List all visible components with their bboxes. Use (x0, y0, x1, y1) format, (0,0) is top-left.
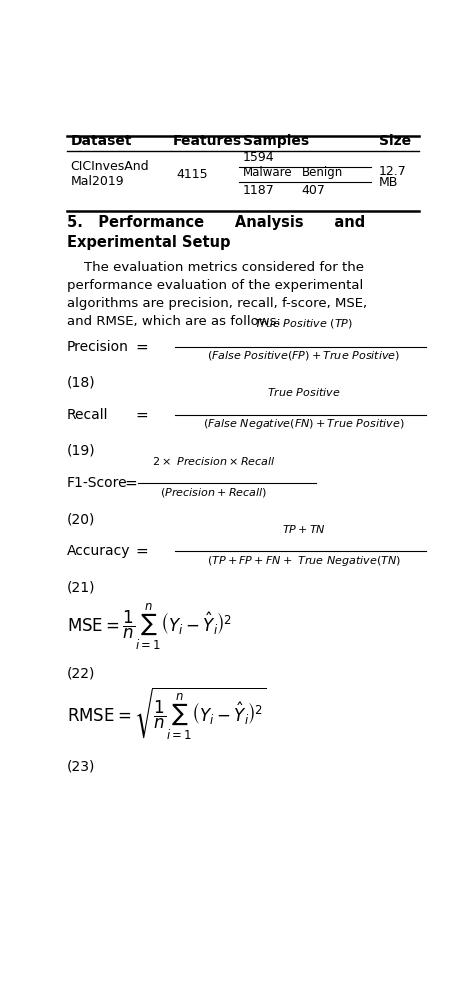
Text: $\mathit{(Precision + Recall)}$: $\mathit{(Precision + Recall)}$ (160, 485, 267, 499)
Text: $\mathit{(False\ Positive(FP) + True\ Positive)}$: $\mathit{(False\ Positive(FP) + True\ Po… (207, 349, 400, 362)
Text: (19): (19) (66, 444, 95, 458)
Text: Mal2019: Mal2019 (70, 175, 124, 188)
Text: and RMSE, which are as follows:: and RMSE, which are as follows: (66, 315, 281, 328)
Text: $\mathit{(TP + FP + FN+\ True\ Negative(TN)}$: $\mathit{(TP + FP + FN+\ True\ Negative(… (207, 554, 401, 568)
Text: 1594: 1594 (243, 151, 274, 164)
Text: 5.   Performance      Analysis      and: 5. Performance Analysis and (66, 215, 365, 230)
Text: Recall: Recall (66, 408, 108, 422)
Text: Precision: Precision (66, 339, 128, 354)
Text: $\mathrm{MSE} = \dfrac{1}{n}\sum_{i=1}^{n}\left(Y_i - \hat{Y}_i\right)^{\!2}$: $\mathrm{MSE} = \dfrac{1}{n}\sum_{i=1}^{… (66, 602, 231, 652)
Text: $\mathit{True\ Positive}$: $\mathit{True\ Positive}$ (267, 387, 340, 399)
Text: Accuracy: Accuracy (66, 544, 130, 559)
Text: =: = (136, 407, 148, 422)
Text: MB: MB (379, 176, 398, 189)
Text: performance evaluation of the experimental: performance evaluation of the experiment… (66, 278, 363, 291)
Text: algorithms are precision, recall, f-score, MSE,: algorithms are precision, recall, f-scor… (66, 297, 367, 310)
Text: (22): (22) (66, 666, 95, 681)
Text: $\mathit{True\ Positive\ (TP)}$: $\mathit{True\ Positive\ (TP)}$ (254, 317, 353, 331)
Text: $\mathit{(False\ Negative(FN) + True\ Positive)}$: $\mathit{(False\ Negative(FN) + True\ Po… (203, 417, 404, 431)
Text: =: = (136, 339, 148, 354)
Text: (23): (23) (66, 760, 95, 773)
Text: Size: Size (379, 134, 411, 148)
Text: (18): (18) (66, 376, 95, 390)
Text: =: = (125, 476, 137, 491)
Text: $\mathrm{RMSE} = \sqrt{\dfrac{1}{n}\sum_{i=1}^{n}\left(Y_i - \hat{Y}_i\right)^{\: $\mathrm{RMSE} = \sqrt{\dfrac{1}{n}\sum_… (66, 686, 265, 743)
Text: F1-Score: F1-Score (66, 476, 127, 490)
Text: 12.7: 12.7 (379, 164, 407, 178)
Text: Dataset: Dataset (70, 134, 132, 148)
Text: $\mathit{TP + TN}$: $\mathit{TP + TN}$ (282, 523, 326, 534)
Text: 407: 407 (301, 184, 326, 198)
Text: CICInvesAnd: CICInvesAnd (70, 160, 149, 173)
Text: The evaluation metrics considered for the: The evaluation metrics considered for th… (66, 261, 364, 274)
Text: Benign: Benign (301, 166, 343, 179)
Text: (20): (20) (66, 512, 95, 526)
Text: (21): (21) (66, 581, 95, 594)
Text: =: = (136, 544, 148, 559)
Text: 1187: 1187 (243, 184, 274, 198)
Text: Samples: Samples (243, 134, 309, 148)
Text: Malware: Malware (243, 166, 292, 179)
Text: 4115: 4115 (177, 167, 209, 181)
Text: Features: Features (173, 134, 242, 148)
Text: Experimental Setup: Experimental Setup (66, 235, 230, 250)
Text: $\mathit{2\times\ Precision \times Recall}$: $\mathit{2\times\ Precision \times Recal… (152, 455, 275, 466)
